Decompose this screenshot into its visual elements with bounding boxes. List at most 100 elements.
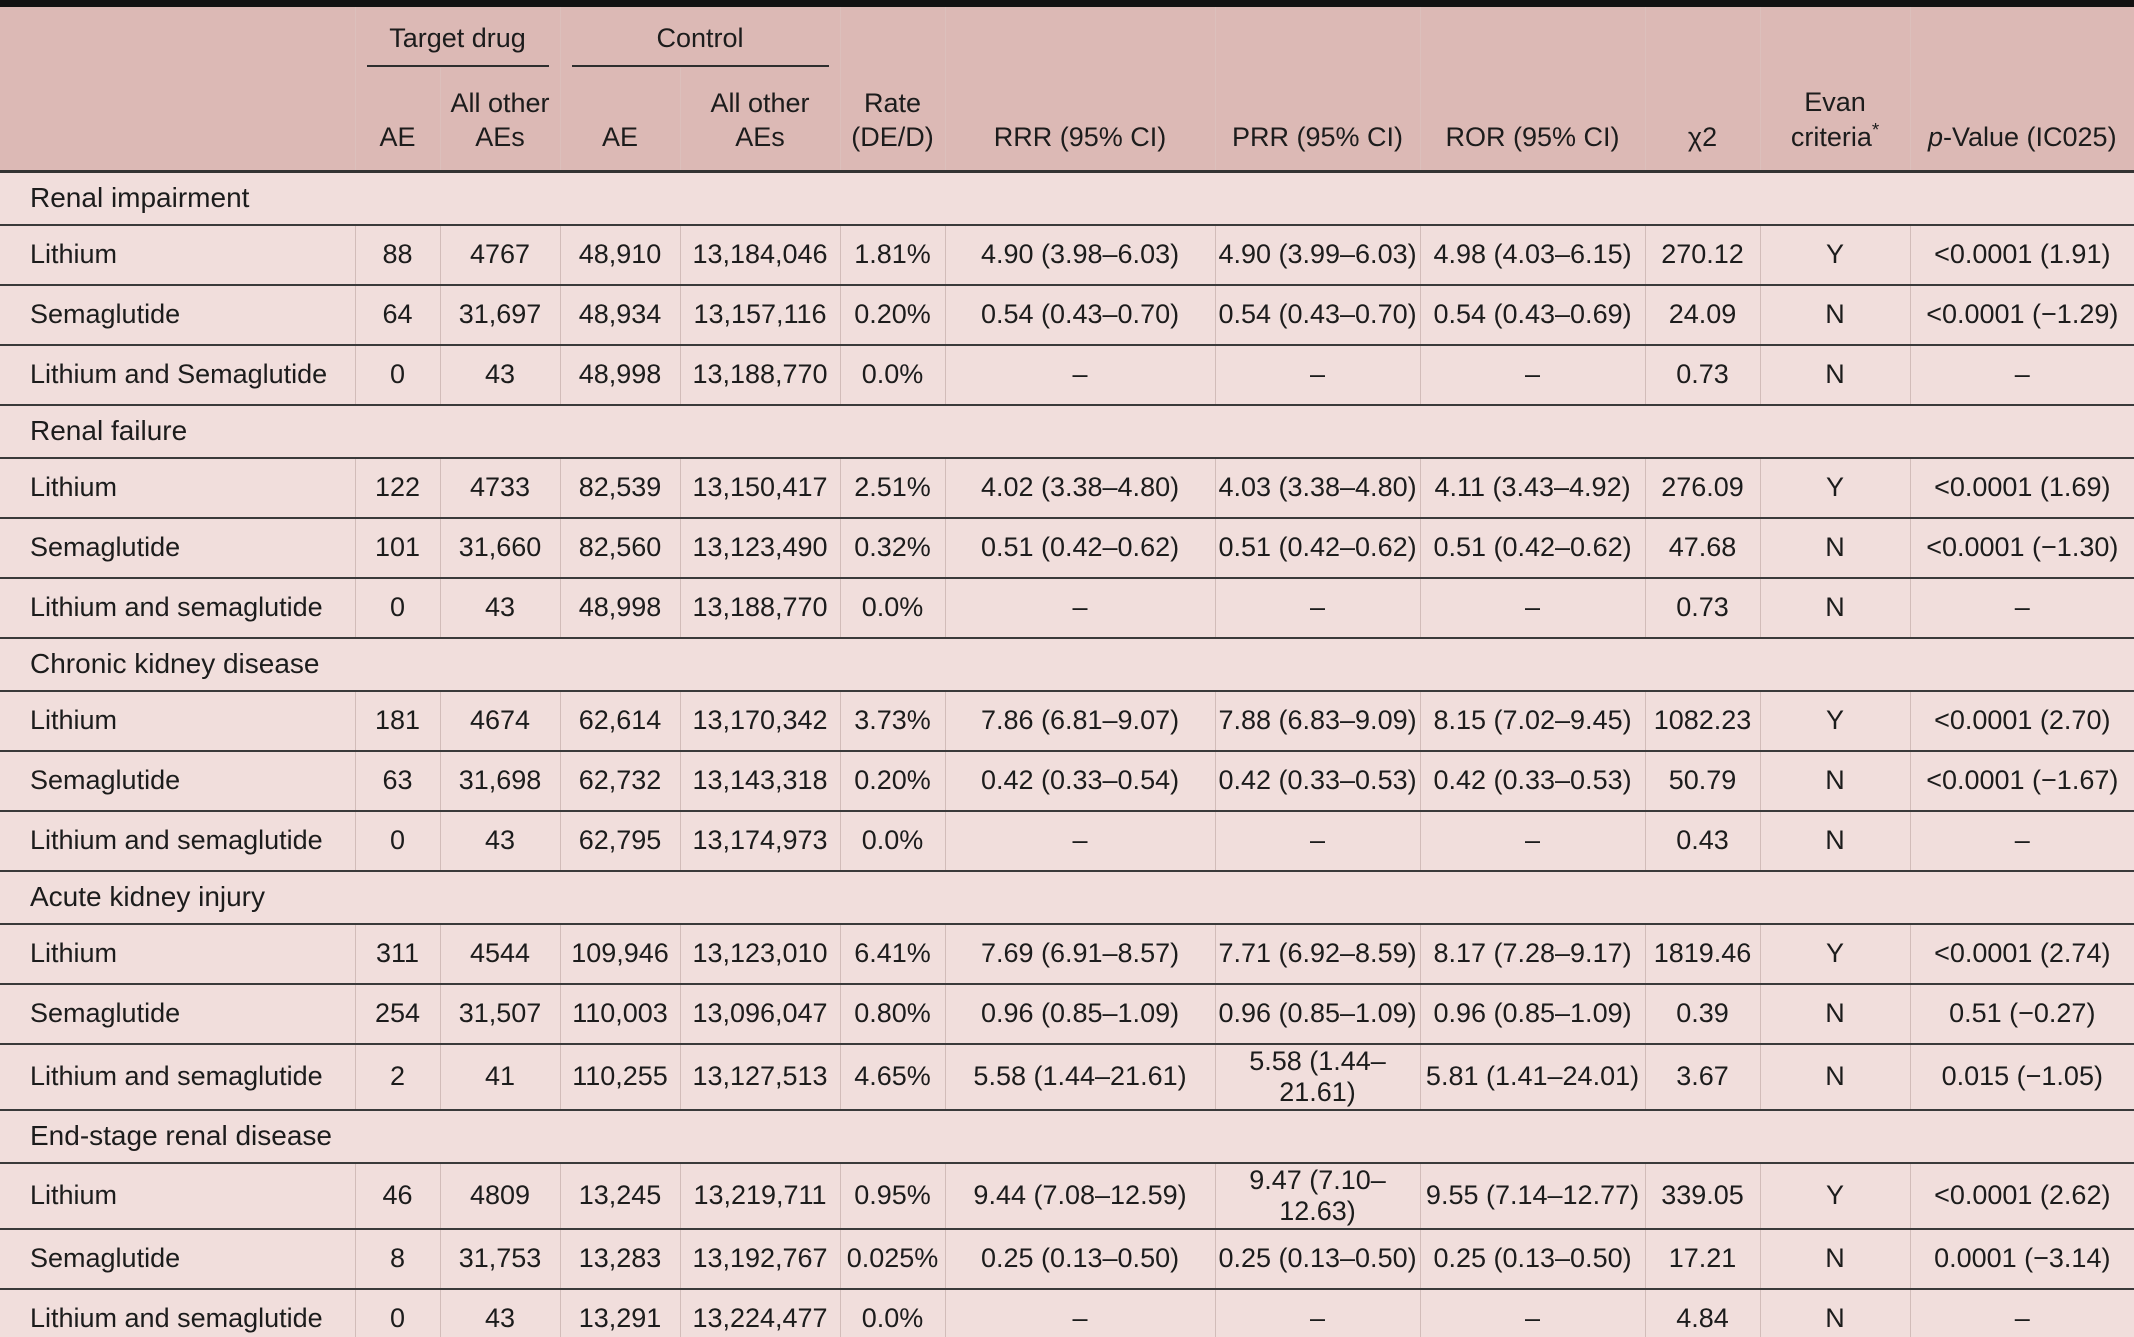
value-cell: –: [944, 1288, 1216, 1337]
value-cell: 0.42 (0.33–0.54): [944, 750, 1216, 811]
value-cell: 62,795: [559, 810, 680, 871]
value-cell: 4.90 (3.99–6.03): [1214, 224, 1421, 285]
value-cell: <0.0001 (−1.29): [1909, 284, 2134, 345]
value-cell: 13,224,477: [679, 1288, 841, 1337]
value-cell: 276.09: [1644, 457, 1761, 518]
value-cell: 13,219,711: [679, 1162, 841, 1229]
value-cell: 9.47 (7.10–12.63): [1214, 1162, 1421, 1229]
column-header-all-other-aes-target: All other AEs: [439, 68, 560, 173]
value-cell: 0: [354, 344, 440, 405]
value-cell: –: [1419, 344, 1646, 405]
row-label-cell: Lithium and semaglutide: [0, 1288, 355, 1337]
value-cell: 0.96 (0.85–1.09): [1419, 983, 1646, 1044]
value-cell: 0.25 (0.13–0.50): [1214, 1228, 1421, 1289]
value-cell: 7.69 (6.91–8.57): [944, 923, 1216, 984]
value-cell: 43: [439, 810, 560, 871]
value-cell: 0.43: [1644, 810, 1761, 871]
row-label-cell: Semaglutide: [0, 284, 355, 345]
value-cell: 7.88 (6.83–9.09): [1214, 690, 1421, 751]
value-cell: 31,698: [439, 750, 560, 811]
value-cell: –: [1909, 344, 2134, 405]
table-row: Lithium and semaglutide 0 43 48,998 13,188,7…: [0, 577, 2134, 638]
value-cell: 47.68: [1644, 517, 1761, 578]
table-row: Lithium 181 4674 62,614 13,170,342 3.73% 7.86 …: [0, 690, 2134, 751]
value-cell: 46: [354, 1162, 440, 1229]
column-header-ror: ROR (95% CI): [1419, 7, 1646, 173]
value-cell: Y: [1759, 923, 1911, 984]
value-cell: 270.12: [1644, 224, 1761, 285]
column-header-line: Rate: [863, 87, 922, 118]
section-title: Renal impairment: [0, 171, 2134, 225]
value-cell: –: [944, 810, 1216, 871]
value-cell: 5.58 (1.44–21.61): [944, 1043, 1216, 1110]
value-cell: N: [1759, 517, 1911, 578]
value-cell: 0.51 (0.42–0.62): [1419, 517, 1646, 578]
value-cell: 181: [354, 690, 440, 751]
value-cell: 0: [354, 577, 440, 638]
value-cell: Y: [1759, 690, 1911, 751]
value-cell: –: [1214, 1288, 1421, 1337]
value-cell: 13,157,116: [679, 284, 841, 345]
value-cell: –: [944, 577, 1216, 638]
column-header-evan-criteria: Evan criteria*: [1759, 7, 1911, 173]
column-header-prr: PRR (95% CI): [1214, 7, 1421, 173]
value-cell: 0.25 (0.13–0.50): [944, 1228, 1216, 1289]
value-cell: 48,998: [559, 577, 680, 638]
value-cell: 4767: [439, 224, 560, 285]
value-cell: 9.55 (7.14–12.77): [1419, 1162, 1646, 1229]
value-cell: 82,539: [559, 457, 680, 518]
value-cell: 13,096,047: [679, 983, 841, 1044]
row-label-cell: Lithium: [0, 690, 355, 751]
value-cell: 0.51 (0.42–0.62): [1214, 517, 1421, 578]
value-cell: 110,255: [559, 1043, 680, 1110]
value-cell: N: [1759, 810, 1911, 871]
column-header-line: All other: [710, 87, 810, 118]
column-header-all-other-aes-control: All other AEs: [679, 68, 841, 173]
value-cell: 13,127,513: [679, 1043, 841, 1110]
value-cell: <0.0001 (2.70): [1909, 690, 2134, 751]
value-cell: 0.51 (0.42–0.62): [944, 517, 1216, 578]
value-cell: –: [1909, 1288, 2134, 1337]
value-cell: 0.54 (0.43–0.70): [1214, 284, 1421, 345]
value-cell: 43: [439, 1288, 560, 1337]
value-cell: 62,614: [559, 690, 680, 751]
value-cell: 0.54 (0.43–0.70): [944, 284, 1216, 345]
column-header-line: (DE/D): [851, 122, 934, 153]
section-row: Acute kidney injury: [0, 870, 2134, 924]
section-row: Renal impairment: [0, 171, 2134, 225]
value-cell: 0.96 (0.85–1.09): [944, 983, 1216, 1044]
value-cell: 0.95%: [839, 1162, 946, 1229]
footnote-asterisk: *: [1871, 120, 1880, 142]
value-cell: N: [1759, 750, 1911, 811]
value-cell: 0.20%: [839, 284, 946, 345]
value-cell: N: [1759, 577, 1911, 638]
value-cell: N: [1759, 1228, 1911, 1289]
value-cell: 6.41%: [839, 923, 946, 984]
value-cell: 88: [354, 224, 440, 285]
value-cell: 8.17 (7.28–9.17): [1419, 923, 1646, 984]
column-header-line: p: [1927, 122, 1943, 153]
table-row: Lithium and semaglutide 0 43 62,795 13,174,9…: [0, 810, 2134, 871]
value-cell: 48,910: [559, 224, 680, 285]
value-cell: 63: [354, 750, 440, 811]
value-cell: 0.0%: [839, 577, 946, 638]
value-cell: 0.0%: [839, 1288, 946, 1337]
value-cell: 8: [354, 1228, 440, 1289]
section-row: Chronic kidney disease: [0, 637, 2134, 691]
value-cell: 0.42 (0.33–0.53): [1214, 750, 1421, 811]
row-label-cell: Lithium and semaglutide: [0, 1043, 355, 1110]
table-body: Renal impairment Lithium 88 4767 48,910 13,18…: [0, 171, 2134, 1337]
value-cell: 4.98 (4.03–6.15): [1419, 224, 1646, 285]
value-cell: 0.25 (0.13–0.50): [1419, 1228, 1646, 1289]
value-cell: 13,188,770: [679, 344, 841, 405]
value-cell: 0.96 (0.85–1.09): [1214, 983, 1421, 1044]
value-cell: 7.71 (6.92–8.59): [1214, 923, 1421, 984]
value-cell: 5.58 (1.44–21.61): [1214, 1043, 1421, 1110]
value-cell: 13,245: [559, 1162, 680, 1229]
value-cell: –: [944, 344, 1216, 405]
value-cell: 0.0001 (−3.14): [1909, 1228, 2134, 1289]
value-cell: 13,174,973: [679, 810, 841, 871]
column-group-control: Control: [559, 7, 841, 68]
value-cell: 0.39: [1644, 983, 1761, 1044]
value-cell: 13,123,010: [679, 923, 841, 984]
